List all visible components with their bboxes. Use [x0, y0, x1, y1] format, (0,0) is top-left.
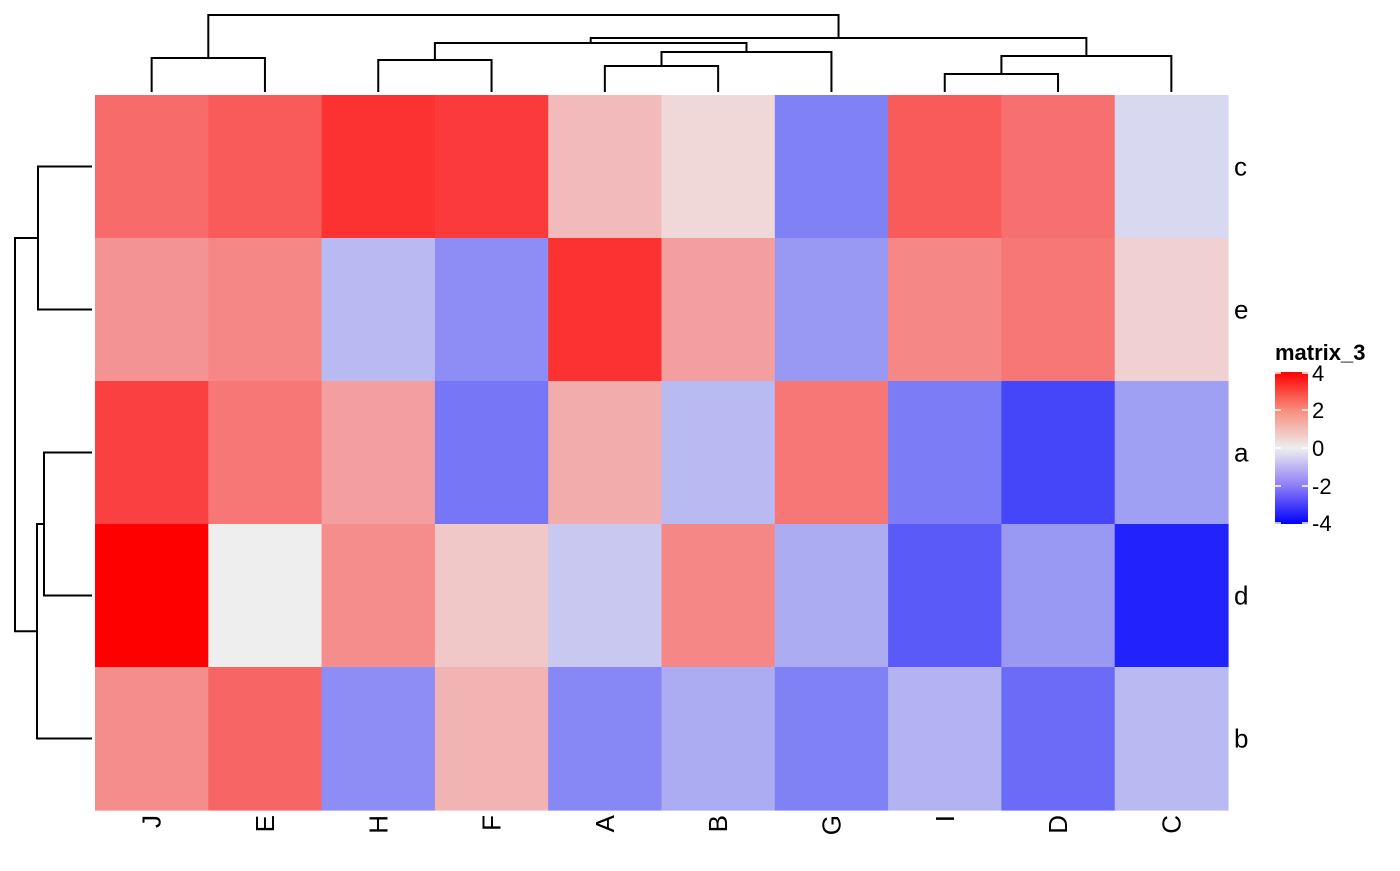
row-label: a	[1234, 438, 1249, 468]
heatmap-cell	[434, 238, 549, 382]
legend-ticks: 4 2 0 -2 -4	[1275, 361, 1332, 536]
heatmap-cell	[321, 381, 436, 525]
heatmap-cell	[208, 381, 323, 525]
dendrogram-branch	[377, 59, 493, 92]
heatmap-cell	[1001, 95, 1116, 239]
column-dendrogram	[150, 14, 1173, 92]
column-label: H	[363, 815, 393, 834]
heatmap-cell	[1114, 381, 1229, 525]
column-label: C	[1156, 815, 1186, 834]
heatmap-cell	[208, 238, 323, 382]
heatmap-cell	[434, 667, 549, 811]
heatmap-cell	[208, 95, 323, 239]
heatmap-cell	[95, 95, 209, 239]
column-label: D	[1043, 815, 1073, 834]
heatmap-cell	[774, 95, 889, 239]
heatmap-cell	[1001, 381, 1116, 525]
row-labels: c e a d b	[1234, 152, 1249, 754]
dendrogram-branch	[589, 37, 1088, 56]
column-label: G	[816, 815, 846, 835]
heatmap-cell	[1001, 667, 1116, 811]
dendrogram-branch	[603, 65, 720, 92]
heatmap-cell	[434, 381, 549, 525]
legend-tick-label: -4	[1312, 511, 1332, 536]
heatmap-cell	[321, 238, 436, 382]
heatmap-cell	[321, 95, 436, 239]
heatmap-cell	[321, 524, 436, 668]
dendrogram-branch	[150, 57, 266, 92]
heatmap-cell	[1114, 524, 1229, 668]
heatmap-cell	[661, 238, 776, 382]
heatmap-cell	[774, 381, 889, 525]
heatmap-cell	[548, 524, 663, 668]
heatmap-cell	[661, 524, 776, 668]
dendrogram-branch	[943, 73, 1060, 92]
heatmap-cell	[1114, 667, 1229, 811]
dendrogram-branch	[37, 165, 92, 311]
legend-tick-label: 2	[1312, 398, 1324, 423]
heatmap-cell	[208, 667, 323, 811]
row-label: c	[1234, 152, 1247, 182]
heatmap-cell	[1001, 238, 1116, 382]
dendrogram-branch	[660, 51, 833, 92]
heatmap-cell	[1001, 524, 1116, 668]
heatmap-cell	[434, 95, 549, 239]
heatmap-cell	[774, 238, 889, 382]
row-label: d	[1234, 581, 1248, 611]
row-label: b	[1234, 724, 1248, 754]
heatmap-cell	[548, 238, 663, 382]
dendrogram-branch	[36, 523, 92, 740]
heatmap-cell	[888, 667, 1002, 811]
heatmap-cell	[661, 667, 776, 811]
heatmap-cell	[774, 524, 889, 668]
heatmap-cell	[1114, 238, 1229, 382]
heatmap-cell	[888, 381, 1002, 525]
dendrogram-branch	[43, 451, 92, 597]
heatmap-cell	[208, 524, 323, 668]
heatmap-cell	[661, 381, 776, 525]
legend-tick-label: 4	[1312, 361, 1324, 386]
heatmap-cells	[95, 95, 1229, 811]
legend-tick-label: -2	[1312, 474, 1332, 499]
heatmap-cell	[548, 381, 663, 525]
row-dendrogram	[14, 165, 92, 740]
column-label: I	[930, 815, 960, 822]
column-label: E	[250, 815, 280, 832]
column-label: A	[590, 814, 620, 832]
heatmap-cell	[888, 238, 1002, 382]
heatmap-cell	[434, 524, 549, 668]
dendrogram-branch	[14, 237, 38, 633]
heatmap-cell	[888, 524, 1002, 668]
color-legend: matrix_3 4 2 0 -2 -4	[1275, 340, 1366, 536]
heatmap-cell	[548, 95, 663, 239]
column-label: B	[703, 815, 733, 832]
column-label: J	[137, 815, 167, 828]
heatmap-cell	[661, 95, 776, 239]
heatmap-cell	[95, 238, 209, 382]
heatmap-cell	[95, 667, 209, 811]
column-label: F	[477, 815, 507, 831]
heatmap-cell	[1114, 95, 1229, 239]
heatmap-cell	[95, 381, 209, 525]
heatmap-cell	[548, 667, 663, 811]
legend-title: matrix_3	[1275, 340, 1366, 365]
heatmap-cell	[774, 667, 889, 811]
row-label: e	[1234, 295, 1248, 325]
heatmap-cell	[888, 95, 1002, 239]
heatmap-cell	[321, 667, 436, 811]
dendrogram-branch	[207, 14, 840, 58]
legend-tick-label: 0	[1312, 436, 1324, 461]
heatmap-cell	[95, 524, 209, 668]
